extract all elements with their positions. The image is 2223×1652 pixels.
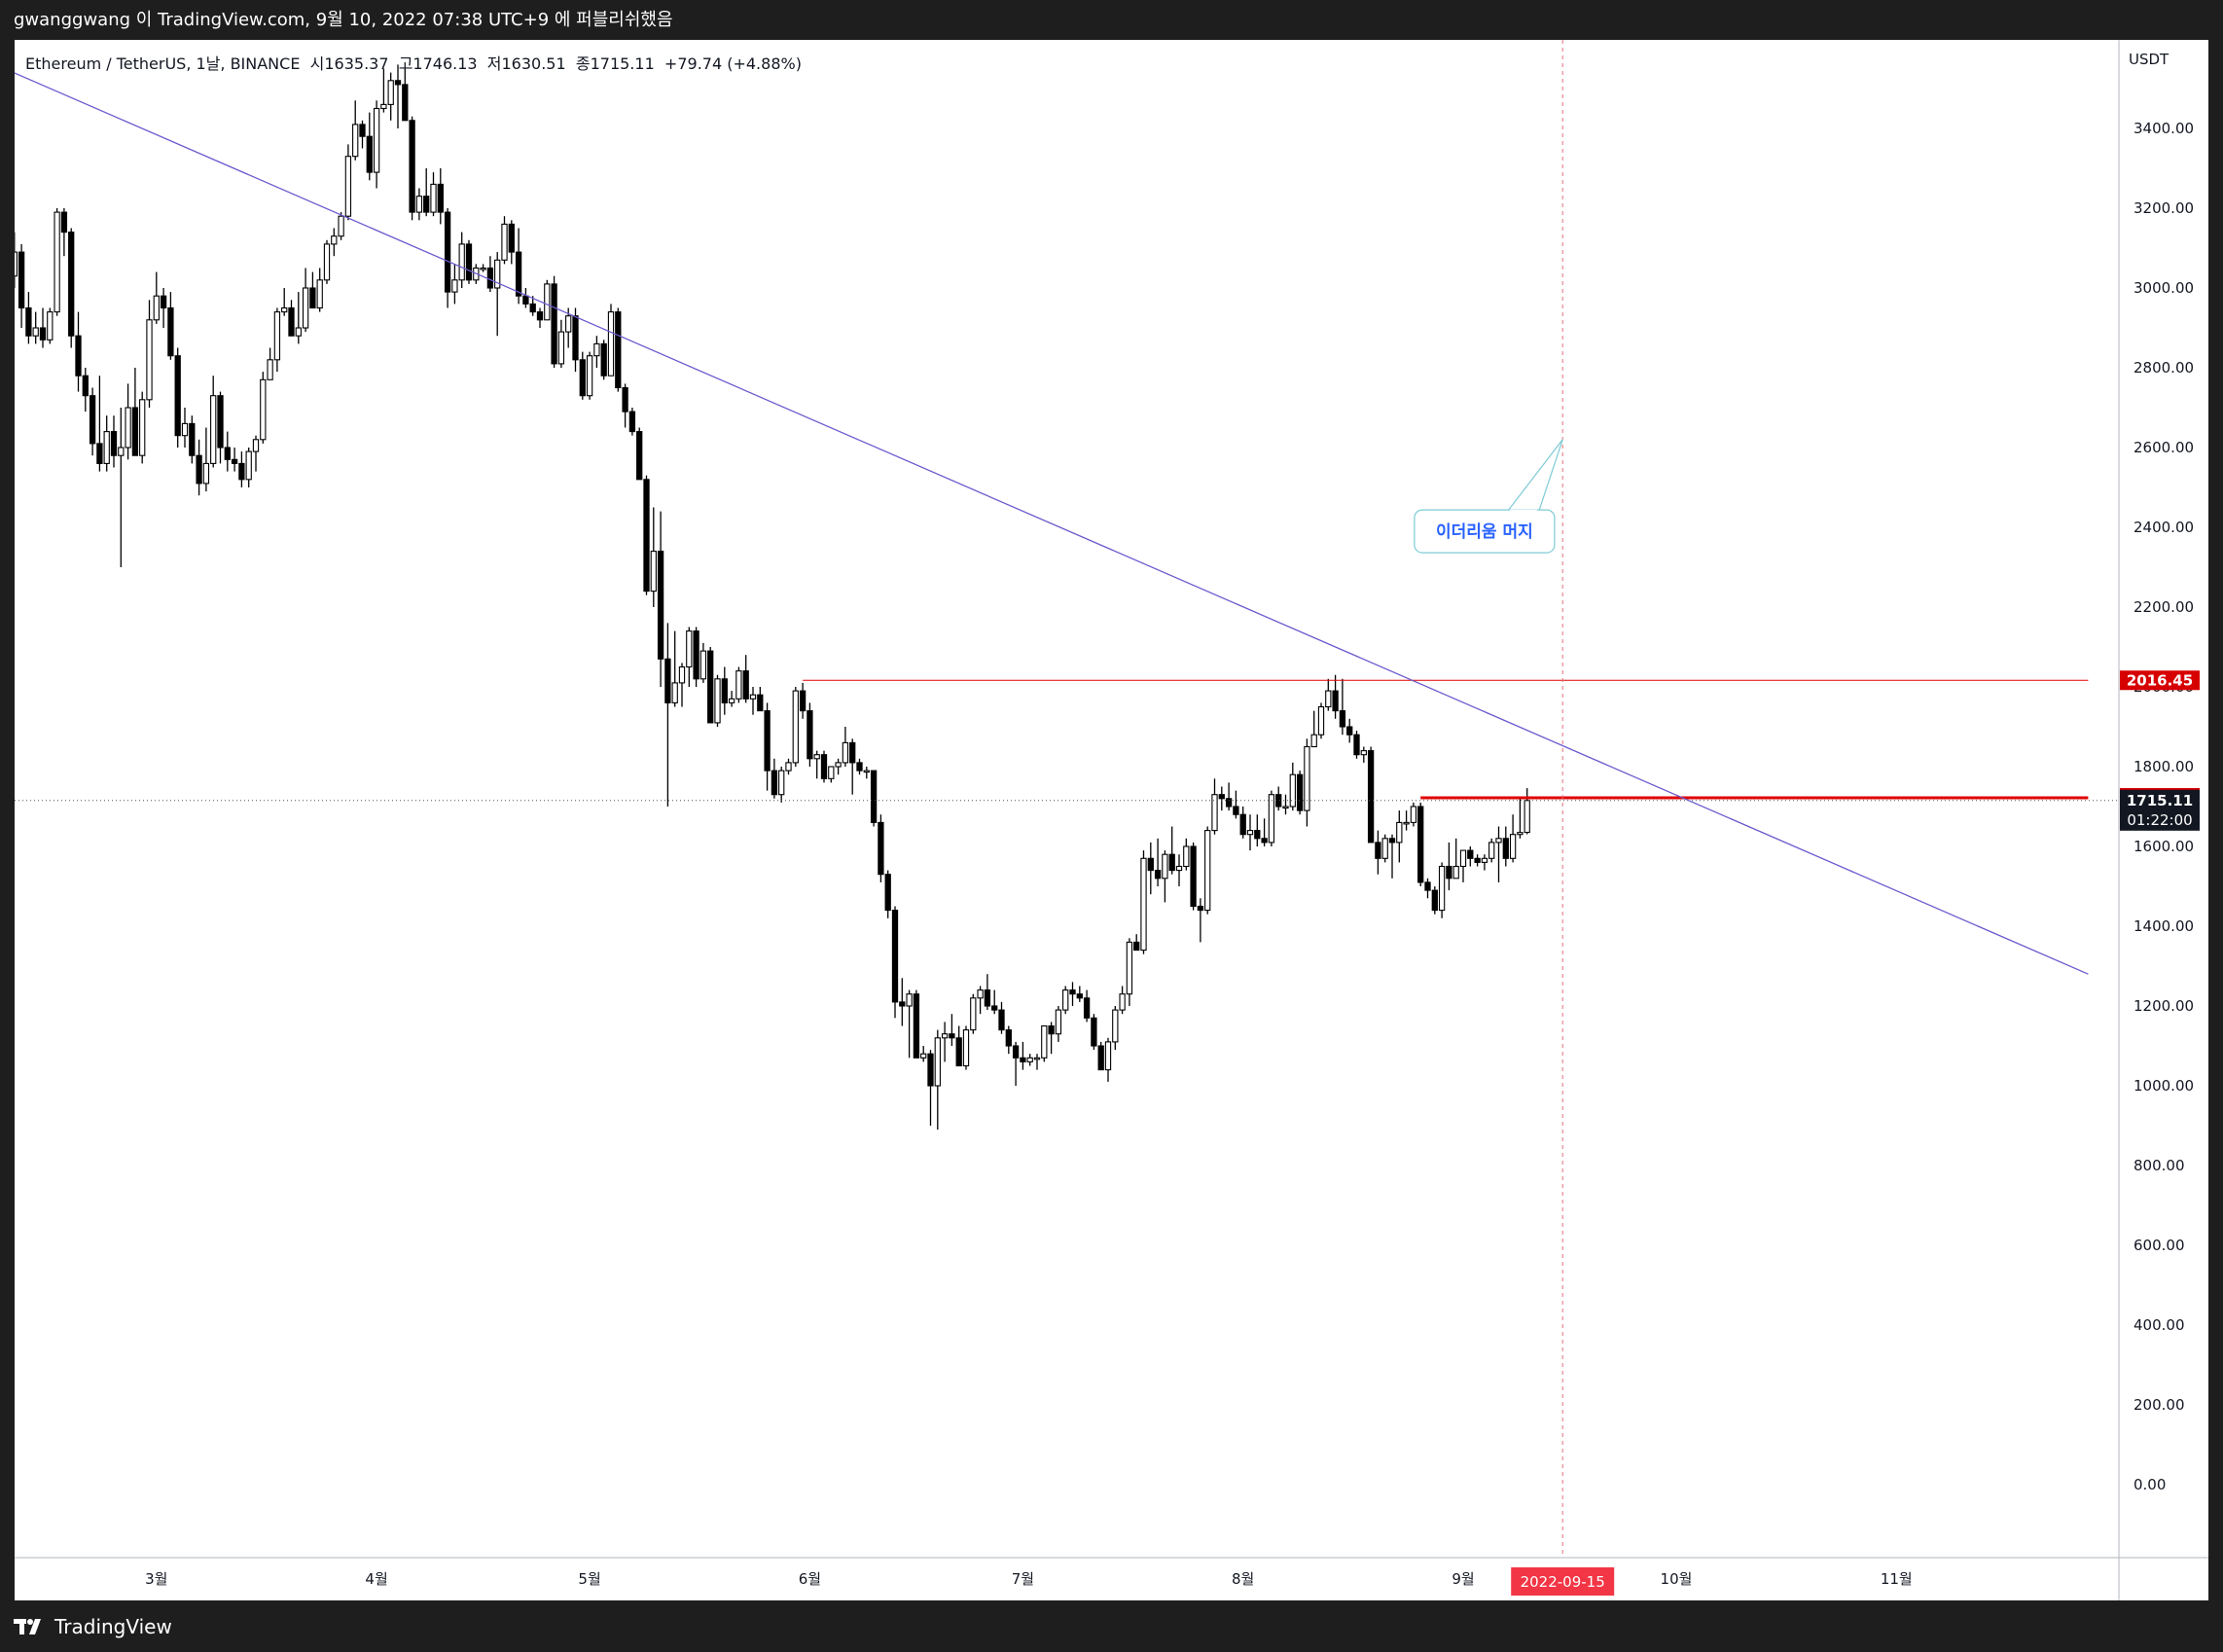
close-label: 종 bbox=[575, 54, 591, 73]
high-label: 고 bbox=[398, 54, 413, 73]
symbol-label: Ethereum / TetherUS, 1날, BINANCE bbox=[25, 54, 301, 73]
open-value: 1635.37 bbox=[324, 54, 389, 73]
candle-body bbox=[5, 240, 10, 276]
low-value: 1630.51 bbox=[501, 54, 566, 73]
close-value: 1715.11 bbox=[590, 54, 655, 73]
chart-legend: Ethereum / TetherUS, 1날, BINANCE 시1635.3… bbox=[25, 51, 802, 74]
brand-name: TradingView bbox=[54, 1615, 172, 1638]
low-label: 저 bbox=[486, 54, 502, 73]
candle[interactable] bbox=[5, 189, 10, 308]
open-label: 시 bbox=[309, 54, 325, 73]
footer-bar: TradingView bbox=[0, 1600, 2223, 1652]
chart-frame[interactable] bbox=[15, 40, 2208, 1600]
high-value: 1746.13 bbox=[412, 54, 478, 73]
tradingview-logo-icon bbox=[14, 1619, 41, 1634]
change-value: +79.74 (+4.88%) bbox=[663, 54, 802, 73]
tradingview-logo[interactable]: TradingView bbox=[14, 1613, 172, 1640]
publish-caption: gwanggwang 이 TradingView.com, 9월 10, 202… bbox=[0, 0, 2223, 40]
